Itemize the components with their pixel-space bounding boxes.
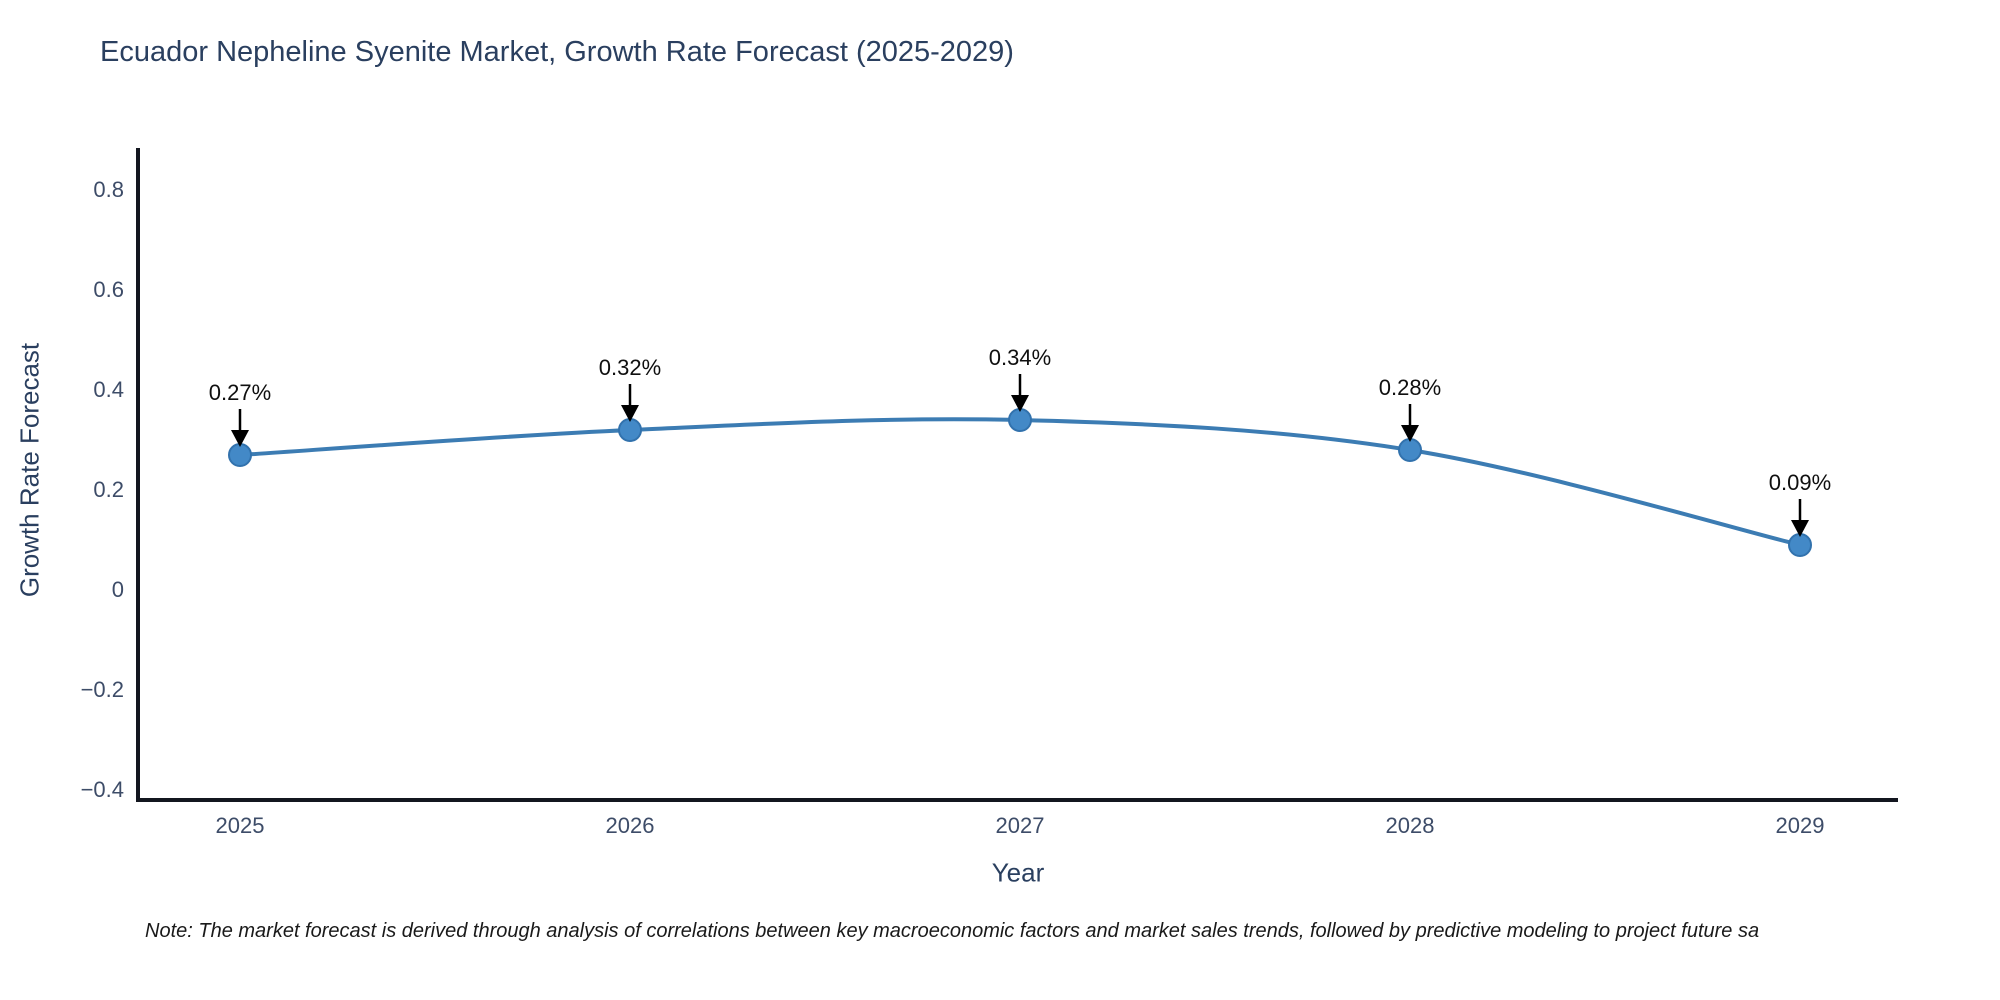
x-tick-label: 2025 <box>215 813 265 838</box>
y-tick-label: 0.6 <box>93 277 124 302</box>
y-tick-label: 0.8 <box>93 177 124 202</box>
x-tick-label: 2029 <box>1775 813 1825 838</box>
data-point-label: 0.09% <box>1768 470 1832 495</box>
y-tick-label: −0.4 <box>80 777 124 802</box>
y-tick-label: −0.2 <box>80 677 124 702</box>
data-point-label: 0.34% <box>988 345 1052 370</box>
footnote: Note: The market forecast is derived thr… <box>145 920 1760 942</box>
data-point-marker[interactable] <box>1398 438 1422 462</box>
data-point-marker[interactable] <box>228 443 252 467</box>
x-tick-label: 2026 <box>605 813 655 838</box>
x-tick-label: 2027 <box>995 813 1045 838</box>
data-point-marker[interactable] <box>618 418 642 442</box>
annotation-arrowhead <box>1011 395 1029 412</box>
chart-title: Ecuador Nepheline Syenite Market, Growth… <box>100 36 1014 68</box>
data-point-label: 0.32% <box>598 355 662 380</box>
annotation-arrowhead <box>1791 520 1809 537</box>
line-series <box>239 417 1801 547</box>
data-point-marker[interactable] <box>1788 533 1812 557</box>
annotation-arrowhead <box>621 405 639 422</box>
annotation-arrowhead <box>231 430 249 447</box>
x-tick-label: 2028 <box>1385 813 1435 838</box>
annotation-arrowhead <box>1401 425 1419 442</box>
y-tick-label: 0.4 <box>93 377 124 402</box>
data-point-label: 0.27% <box>208 380 272 405</box>
x-axis-title: Year <box>991 857 1045 888</box>
data-point-label: 0.28% <box>1378 375 1442 400</box>
data-point-marker[interactable] <box>1008 408 1032 432</box>
y-tick-label: 0.2 <box>93 477 124 502</box>
y-tick-label: 0 <box>111 577 124 602</box>
y-axis-title: Growth Rate Forecast <box>14 342 45 598</box>
